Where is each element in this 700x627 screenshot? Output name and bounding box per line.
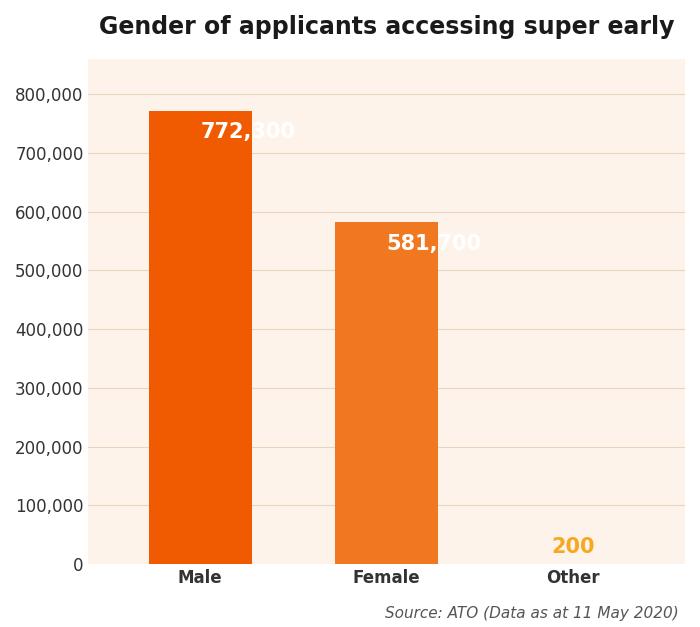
Text: 581,700: 581,700 [386,234,482,254]
Bar [149,110,251,564]
Text: 200: 200 [552,537,595,557]
Text: 772,300: 772,300 [200,122,295,142]
Text: Source: ATO (Data as at 11 May 2020): Source: ATO (Data as at 11 May 2020) [385,606,679,621]
Title: Gender of applicants accessing super early: Gender of applicants accessing super ear… [99,15,674,39]
Bar [335,223,438,564]
